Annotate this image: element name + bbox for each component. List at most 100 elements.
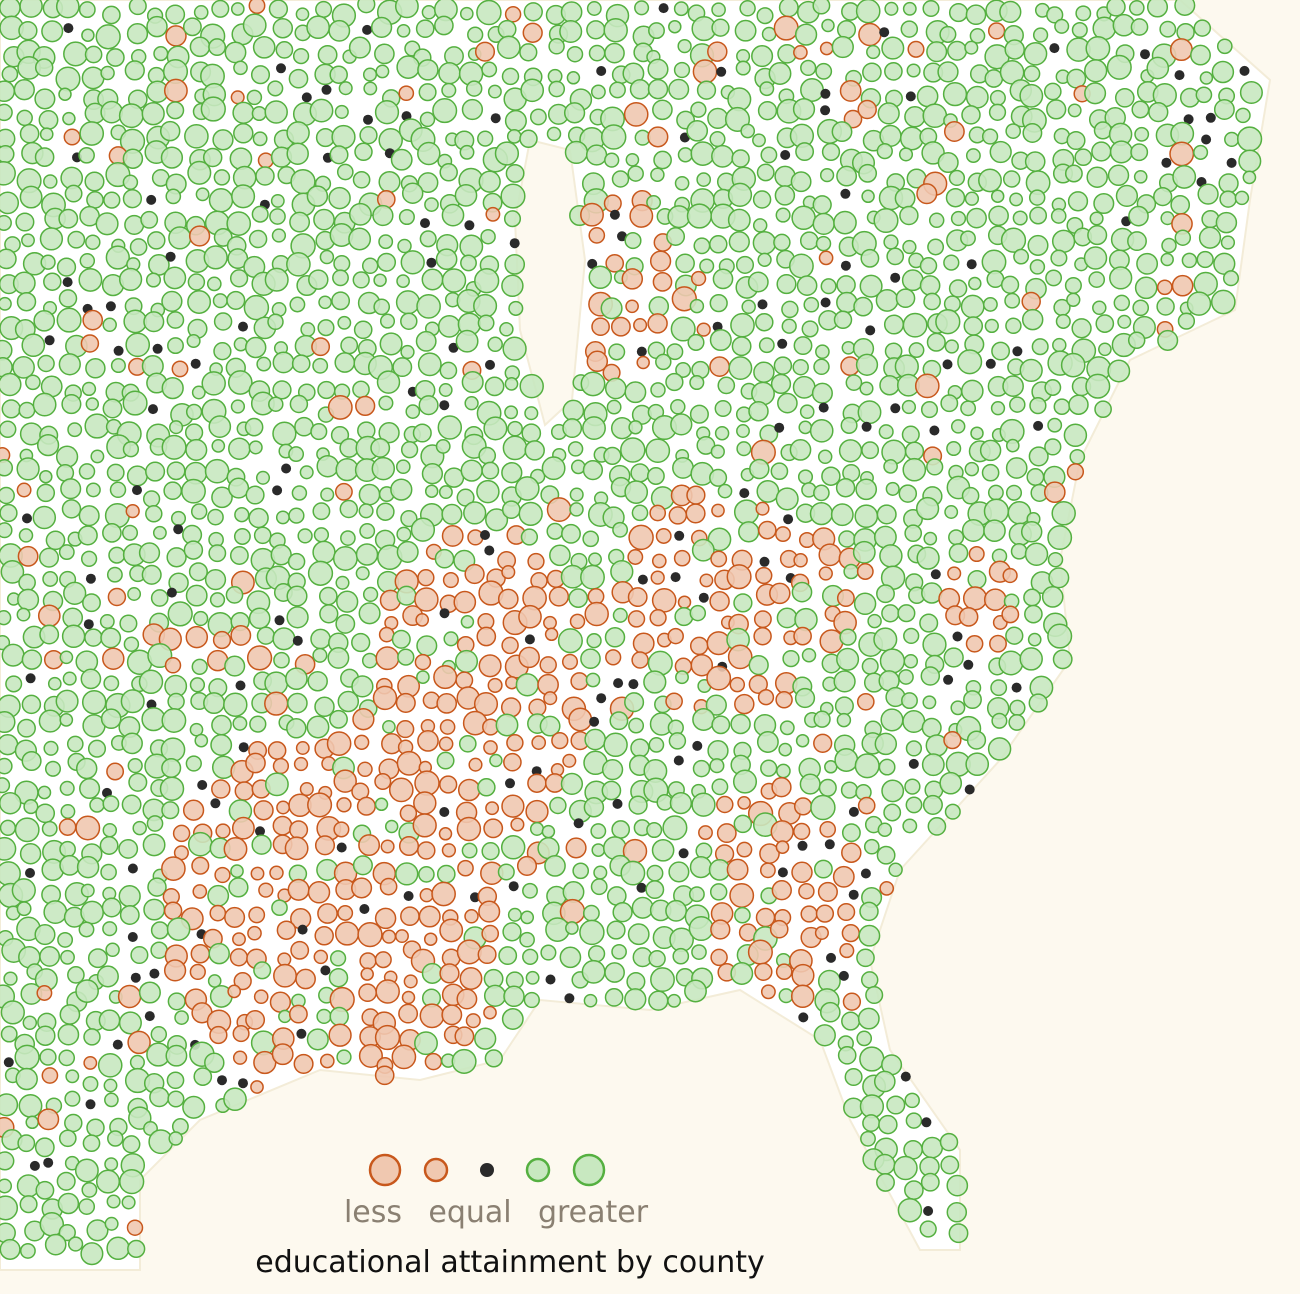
- county-greater: [0, 819, 17, 836]
- county-greater: [36, 483, 56, 503]
- county-equal: [943, 674, 954, 685]
- county-greater: [948, 529, 965, 546]
- county-equal: [739, 488, 750, 499]
- county-equal: [636, 346, 647, 357]
- county-greater: [229, 269, 249, 288]
- county-greater: [1190, 44, 1211, 66]
- county-less: [818, 566, 833, 581]
- county-greater: [815, 62, 833, 80]
- county-greater: [122, 174, 139, 191]
- county-greater: [416, 670, 430, 684]
- county-greater: [922, 103, 948, 129]
- county-less: [757, 689, 775, 706]
- county-greater: [1117, 314, 1132, 329]
- county-greater: [1047, 623, 1073, 649]
- county-greater: [255, 166, 275, 186]
- county-greater: [81, 28, 95, 42]
- county-less: [257, 152, 274, 169]
- county-less: [453, 590, 477, 614]
- county-greater: [711, 778, 729, 796]
- county-equal: [589, 716, 600, 727]
- county-greater: [668, 19, 682, 34]
- county-greater: [1013, 248, 1030, 265]
- county-greater: [18, 528, 34, 543]
- county-greater: [378, 170, 401, 194]
- county-less: [230, 90, 245, 105]
- county-greater: [650, 967, 675, 993]
- county-less: [591, 317, 610, 337]
- county-equal: [1205, 112, 1216, 123]
- county-equal: [826, 952, 836, 963]
- county-less: [395, 692, 416, 713]
- county-greater: [138, 669, 164, 695]
- county-greater: [77, 525, 98, 546]
- county-greater: [773, 233, 791, 252]
- county-greater: [964, 191, 980, 206]
- county-greater: [437, 315, 461, 338]
- county-greater: [441, 503, 463, 525]
- county-equal: [363, 114, 373, 125]
- county-less: [793, 626, 812, 646]
- county-equal: [112, 1039, 123, 1050]
- county-greater: [624, 988, 647, 1011]
- county-less: [857, 99, 877, 120]
- county-greater: [58, 208, 79, 229]
- county-greater: [835, 477, 856, 498]
- county-less: [191, 856, 210, 875]
- county-greater: [948, 3, 969, 23]
- county-greater: [798, 420, 813, 435]
- county-greater: [1047, 525, 1073, 551]
- county-greater: [0, 1000, 25, 1025]
- county-greater: [1002, 375, 1024, 397]
- county-greater: [752, 231, 777, 255]
- county-greater: [888, 862, 903, 878]
- county-less: [388, 777, 414, 803]
- county-greater: [485, 508, 509, 532]
- county-greater: [35, 1180, 55, 1200]
- county-greater: [106, 463, 125, 482]
- county-greater: [187, 831, 213, 857]
- county-greater: [627, 923, 650, 946]
- county-greater: [1075, 5, 1092, 22]
- county-greater: [161, 708, 187, 733]
- county-equal: [587, 258, 598, 269]
- county-greater: [230, 399, 246, 414]
- county-greater: [14, 817, 40, 843]
- county-less: [711, 503, 725, 518]
- county-equal: [838, 970, 849, 981]
- county-equal: [83, 619, 94, 630]
- county-less: [667, 627, 684, 645]
- county-greater: [690, 141, 716, 166]
- county-greater: [328, 186, 351, 210]
- county-greater: [606, 399, 622, 415]
- county-greater: [696, 172, 712, 187]
- county-equal: [905, 91, 916, 102]
- county-equal: [144, 1011, 155, 1022]
- county-greater: [21, 233, 35, 248]
- county-less: [706, 631, 731, 656]
- county-greater: [17, 1134, 36, 1153]
- county-greater: [191, 658, 208, 675]
- county-greater: [1198, 226, 1222, 249]
- county-greater: [524, 440, 545, 461]
- county-greater: [44, 1233, 67, 1256]
- county-equal: [113, 345, 124, 356]
- county-greater: [361, 652, 378, 669]
- county-less: [501, 565, 516, 580]
- county-less: [716, 823, 737, 844]
- county-less: [474, 41, 496, 62]
- county-greater: [160, 146, 184, 169]
- county-less: [396, 720, 415, 739]
- county-less: [727, 644, 753, 670]
- county-greater: [0, 459, 14, 477]
- county-greater: [580, 648, 601, 670]
- county-equal: [524, 634, 535, 645]
- county-less: [698, 825, 713, 841]
- county-less: [419, 888, 434, 903]
- county-less: [483, 1005, 497, 1020]
- county-greater: [81, 689, 107, 715]
- county-greater: [300, 322, 316, 337]
- county-greater: [285, 667, 308, 691]
- county-greater: [990, 401, 1006, 416]
- county-greater: [564, 140, 589, 165]
